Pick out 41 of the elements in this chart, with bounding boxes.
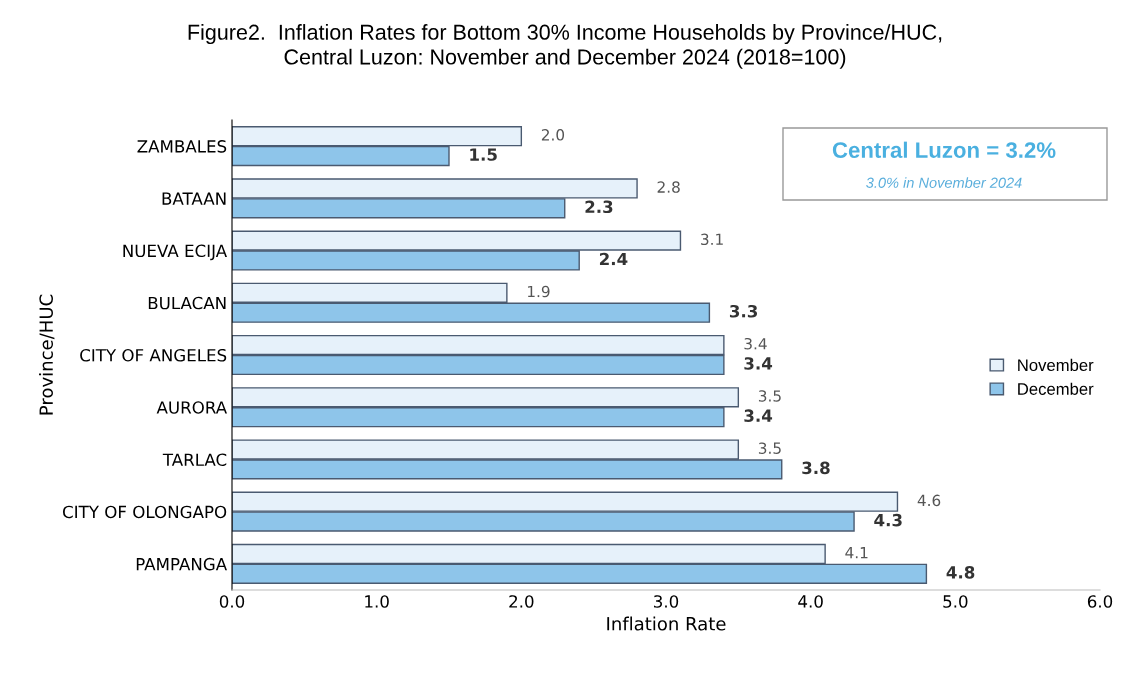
x-tick-label: 3.0 xyxy=(654,595,679,608)
chart-title: Figure2. Inflation Rates for Bottom 30% Income Households by Province/HUC, Central Luzon: November and December 2024 (2018=100) xyxy=(188,24,942,69)
data-label: 4.3 xyxy=(874,513,902,527)
y-tick-label: BATAAN xyxy=(162,192,226,205)
annotation: Central Luzon = 3.2% xyxy=(832,141,1056,158)
data-label: 3.5 xyxy=(758,442,781,454)
y-tick-label: ZAMBALES xyxy=(137,140,227,153)
data-label: 3.3 xyxy=(729,304,758,318)
annotation: 3.0% in November 2024 xyxy=(866,177,1022,188)
data-label: 4.1 xyxy=(845,547,868,559)
data-label: 4.8 xyxy=(946,566,975,579)
data-label: 2.0 xyxy=(541,129,565,141)
data-label: 1.5 xyxy=(470,148,497,161)
x-axis-title: Inflation Rate xyxy=(607,616,726,631)
data-label: 3.4 xyxy=(744,357,773,370)
data-label: 3.1 xyxy=(701,233,723,246)
y-tick-label: CITY OF ANGELES xyxy=(80,348,227,362)
x-tick-label: 4.0 xyxy=(798,595,823,608)
data-label: 3.8 xyxy=(802,461,830,475)
data-label: 2.4 xyxy=(599,252,628,266)
data-label: 1.9 xyxy=(527,285,550,298)
x-tick-label: 6.0 xyxy=(1087,595,1113,608)
data-label: 2.3 xyxy=(585,200,613,214)
y-tick-label: CITY OF OLONGAPO xyxy=(62,505,227,519)
data-label: 3.5 xyxy=(758,390,781,402)
x-tick-label: 2.0 xyxy=(509,595,534,608)
legend-label: November xyxy=(1018,358,1094,372)
data-label: 2.8 xyxy=(657,181,680,193)
y-axis-title: Province/HUC xyxy=(39,294,55,415)
x-tick-label: 0.0 xyxy=(219,595,245,608)
y-tick-label: NUEVA ECIJA xyxy=(123,244,227,261)
x-tick-label: 1.0 xyxy=(365,595,389,608)
y-tick-label: PAMPANGA xyxy=(136,557,227,571)
data-label: 4.6 xyxy=(917,494,941,507)
y-tick-label: TARLAC xyxy=(162,453,227,467)
y-tick-label: BULACAN xyxy=(148,296,226,310)
legend-label: December xyxy=(1018,382,1094,395)
data-label: 3.4 xyxy=(744,409,773,422)
x-tick-label: 5.0 xyxy=(943,595,968,608)
data-label: 3.4 xyxy=(744,337,767,350)
y-tick-label: AURORA xyxy=(156,401,227,414)
